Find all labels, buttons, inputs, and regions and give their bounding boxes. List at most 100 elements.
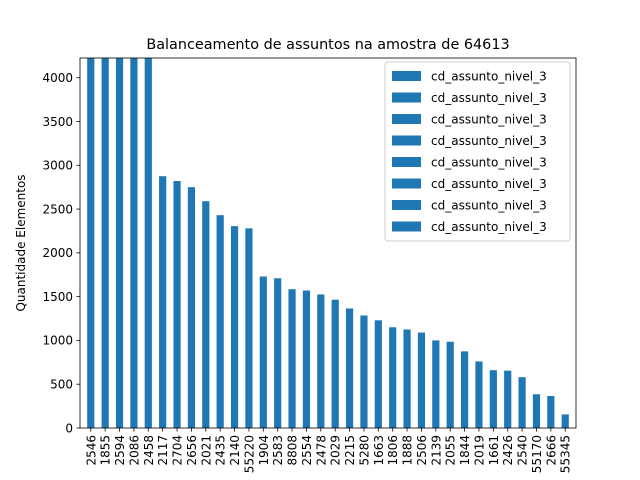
bar bbox=[302, 290, 311, 428]
x-tick-label: 2546 bbox=[84, 435, 98, 466]
chart-title: Balanceamento de assuntos na amostra de … bbox=[146, 37, 509, 53]
y-tick-label: 1000 bbox=[42, 334, 73, 348]
legend: cd_assunto_nivel_3 cd_assunto_nivel_3 cd_a… bbox=[384, 61, 571, 242]
bar bbox=[202, 201, 210, 428]
y-tick-label: 500 bbox=[50, 378, 73, 392]
x-axis: 2546 1855 2594 2086 2458 2117 2704 2656 2021 2435… bbox=[84, 428, 573, 473]
legend-label: cd_assunto_nivel_3 bbox=[431, 199, 547, 213]
legend-swatch bbox=[392, 200, 421, 210]
x-tick-label: 2140 bbox=[228, 435, 242, 466]
x-tick-label: 2704 bbox=[171, 435, 185, 466]
x-tick-label: 1904 bbox=[257, 435, 271, 466]
bar bbox=[317, 294, 325, 428]
legend-label: cd_assunto_nivel_3 bbox=[431, 70, 547, 84]
x-tick-label: 2478 bbox=[314, 435, 328, 466]
x-tick-label: 2506 bbox=[415, 435, 429, 466]
y-tick-label: 2000 bbox=[42, 246, 73, 260]
x-tick-label: 2086 bbox=[127, 435, 141, 466]
bar bbox=[230, 226, 239, 428]
x-tick-label: 8808 bbox=[286, 435, 300, 466]
legend-swatch bbox=[392, 92, 421, 103]
legend-box bbox=[384, 61, 571, 242]
legend-label: cd_assunto_nivel_3 bbox=[431, 177, 547, 191]
bar bbox=[561, 414, 569, 428]
y-axis-title: Quantidade Elementos bbox=[14, 174, 28, 311]
plot-frame bbox=[79, 57, 577, 429]
legend-label: cd_assunto_nivel_3 bbox=[431, 91, 547, 105]
legend-swatch bbox=[392, 157, 421, 167]
x-tick-label: 1855 bbox=[99, 435, 113, 466]
x-tick-label: 55345 bbox=[559, 435, 573, 473]
y-tick-label: 4000 bbox=[42, 71, 73, 85]
x-tick-label: 2594 bbox=[113, 435, 127, 466]
x-tick-label: 2055 bbox=[444, 435, 458, 466]
y-tick-label: 3500 bbox=[42, 115, 73, 129]
x-tick-label: 2458 bbox=[142, 435, 156, 466]
bar bbox=[504, 370, 512, 428]
bar bbox=[360, 315, 368, 428]
bar bbox=[532, 394, 541, 428]
legend-label: cd_assunto_nivel_3 bbox=[431, 134, 547, 148]
x-tick-label: 2215 bbox=[343, 435, 357, 466]
x-tick-label: 2019 bbox=[472, 435, 486, 466]
x-tick-label: 2540 bbox=[516, 435, 530, 466]
bar bbox=[432, 340, 440, 428]
bar bbox=[274, 278, 282, 428]
y-tick-label: 1500 bbox=[42, 290, 73, 304]
x-tick-label: 1661 bbox=[487, 435, 501, 466]
bar bbox=[389, 327, 397, 428]
x-tick-label: 1806 bbox=[386, 435, 400, 466]
bar bbox=[417, 332, 426, 428]
bar bbox=[87, 58, 95, 428]
bar bbox=[374, 320, 382, 428]
x-tick-label: 55220 bbox=[242, 435, 256, 473]
bar bbox=[446, 341, 454, 428]
x-tick-label: 5280 bbox=[357, 435, 371, 466]
x-tick-label: 2554 bbox=[300, 435, 314, 466]
bar bbox=[144, 58, 152, 428]
y-tick-label: 0 bbox=[65, 421, 73, 435]
x-tick-label: 2426 bbox=[501, 435, 515, 466]
bar bbox=[331, 299, 339, 428]
legend-label: cd_assunto_nivel_3 bbox=[431, 156, 547, 170]
bar bbox=[130, 58, 138, 428]
x-tick-label: 2029 bbox=[329, 435, 343, 466]
bar bbox=[259, 276, 267, 428]
legend-label: cd_assunto_nivel_3 bbox=[431, 220, 547, 234]
legend-swatch bbox=[392, 221, 421, 232]
x-tick-label: 2117 bbox=[156, 435, 170, 466]
legend-label: cd_assunto_nivel_3 bbox=[431, 113, 547, 127]
bar bbox=[489, 370, 497, 428]
bar bbox=[547, 396, 555, 428]
bar bbox=[475, 361, 483, 428]
y-tick-label: 3000 bbox=[42, 159, 73, 173]
legend-swatch bbox=[392, 178, 421, 189]
bar bbox=[245, 228, 253, 428]
x-tick-label: 1663 bbox=[372, 435, 386, 466]
y-tick-label: 2500 bbox=[42, 202, 73, 216]
x-tick-label: 1844 bbox=[458, 435, 472, 466]
legend-swatch bbox=[392, 135, 421, 146]
x-tick-label: 2139 bbox=[429, 435, 443, 466]
bar bbox=[460, 351, 469, 428]
x-tick-label: 2583 bbox=[271, 435, 285, 466]
bar bbox=[115, 58, 124, 428]
y-axis: 0 500 1000 1500 2000 2500 3000 3500 4000 bbox=[42, 71, 80, 435]
x-tick-label: 55170 bbox=[530, 435, 544, 473]
x-tick-label: 2656 bbox=[185, 435, 199, 466]
bar bbox=[345, 308, 354, 428]
x-tick-label: 2435 bbox=[214, 435, 228, 466]
bar bbox=[403, 329, 411, 428]
bar bbox=[159, 176, 167, 428]
bar bbox=[101, 58, 109, 428]
x-tick-label: 2666 bbox=[544, 435, 558, 466]
legend-swatch bbox=[392, 71, 421, 81]
legend-swatch bbox=[392, 114, 421, 124]
bar bbox=[173, 181, 181, 428]
bar bbox=[518, 377, 526, 428]
bar bbox=[216, 215, 224, 428]
bars-group bbox=[87, 58, 569, 428]
x-tick-label: 2021 bbox=[199, 435, 213, 466]
bar bbox=[288, 289, 296, 428]
